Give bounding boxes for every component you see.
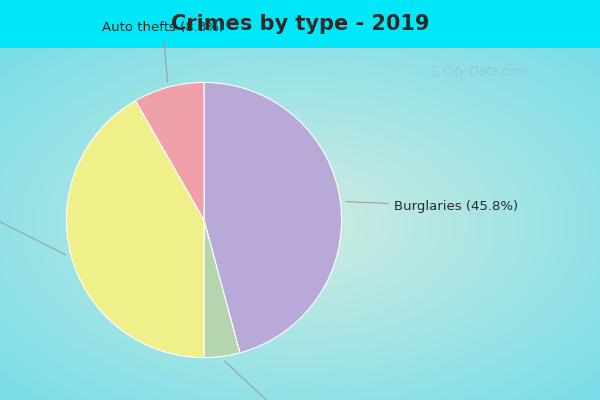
Wedge shape xyxy=(67,101,204,358)
Wedge shape xyxy=(136,82,204,220)
Wedge shape xyxy=(204,220,240,358)
Text: Thefts (41.7%): Thefts (41.7%) xyxy=(0,186,66,255)
Text: Arson (4.2%): Arson (4.2%) xyxy=(224,361,323,400)
Text: Burglaries (45.8%): Burglaries (45.8%) xyxy=(346,200,518,213)
Text: Auto thefts (8.3%): Auto thefts (8.3%) xyxy=(102,21,224,82)
Text: Crimes by type - 2019: Crimes by type - 2019 xyxy=(171,14,429,34)
Text: ⓘ City-Data.com: ⓘ City-Data.com xyxy=(432,66,527,78)
Wedge shape xyxy=(204,82,341,353)
